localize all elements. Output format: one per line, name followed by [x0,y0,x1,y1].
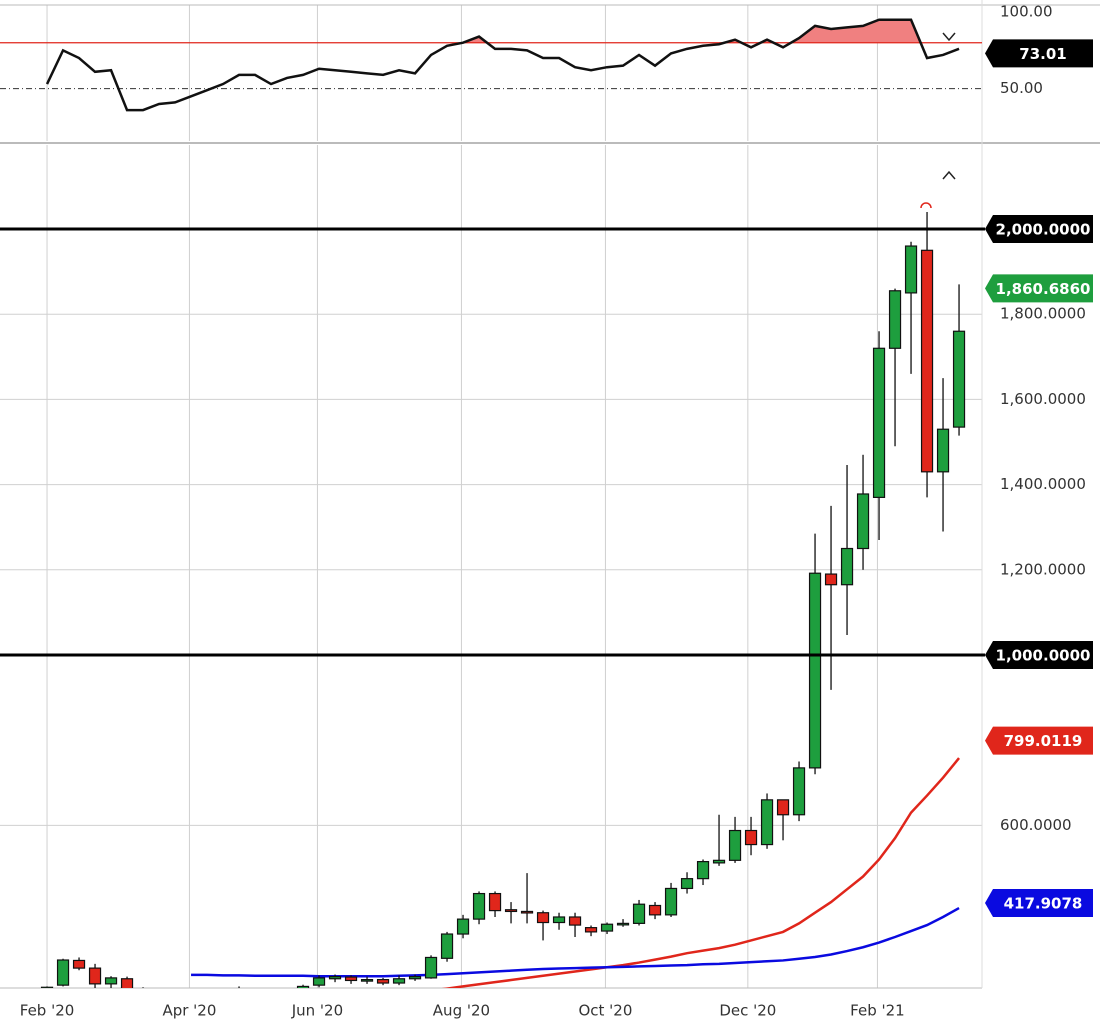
expand-icon[interactable] [942,170,956,180]
price-badge [985,726,1093,755]
price-badge [985,641,1093,670]
candle-body [282,991,293,994]
candle-body [920,249,934,473]
x-tick-label: Apr '20 [162,1002,216,1020]
candle-body [104,977,118,985]
candle-body [440,933,454,959]
candle-body [568,916,582,926]
candle-body [888,290,902,349]
candle-body [824,573,838,586]
candle-body [616,922,630,926]
x-tick-label: Aug '20 [433,1002,490,1020]
overbought-fill [463,19,921,43]
candle-body [472,892,486,920]
y-tick-label: 1,800.0000 [1000,305,1086,323]
candle-body [744,829,758,846]
candle-body [120,978,134,988]
x-tick-label: Jun '20 [291,1002,343,1020]
candle-body [296,985,310,988]
badge-label: 2,000.0000 [996,221,1091,239]
candle-body [760,799,774,846]
y-tick-label: 1,600.0000 [1000,390,1086,408]
badge-label: 1,000.0000 [996,647,1091,665]
candle-body [56,959,70,986]
candle-body [504,909,518,913]
candle-body [488,892,502,912]
candle-body [648,904,662,916]
candle-body [360,979,374,982]
badge-label: 1,860.6860 [996,280,1091,298]
candle-body [904,245,918,294]
collapse-icon[interactable] [942,32,956,42]
candle-body [952,330,966,428]
candle-body [88,967,102,985]
candle-body [552,916,566,924]
candle-body [186,1021,197,1023]
candle-body [792,767,806,816]
price-plot [40,211,966,1027]
candle-body [872,347,886,498]
candle-body [520,910,534,914]
candle-body [840,547,854,586]
high-marker [920,202,932,209]
candle-body [728,829,742,861]
y-tick-label: 50.00 [1000,79,1043,97]
candle-body [138,989,149,1008]
x-tick-label: Feb '20 [20,1002,75,1020]
candle-body [936,428,950,473]
candle-body [680,878,694,890]
candle-body [536,912,550,924]
candle-body [392,978,406,984]
candle-body [218,1002,229,1008]
candle-body [584,927,598,933]
price-badge [985,39,1093,68]
candle-body [424,956,438,979]
candle-body [266,991,277,993]
candle-body [376,979,390,984]
candle-body [776,799,790,816]
rsi-line [45,18,960,112]
price-badge [985,215,1093,244]
candle-body [328,976,342,980]
x-tick-label: Dec '20 [719,1002,776,1020]
candle-body [456,918,470,935]
y-tick-label: 1,400.0000 [1000,475,1086,493]
candle-body [72,959,86,969]
badge-label: 799.0119 [1004,732,1083,750]
candle-body [712,859,726,864]
badge-label: 73.01 [1019,45,1066,63]
candle-body [170,1023,181,1027]
x-tick-label: Feb '21 [850,1002,905,1020]
candle-body [250,991,261,993]
y-tick-label: 100.00 [1000,3,1053,21]
candle-body [312,977,326,986]
badge-label: 417.9078 [1004,894,1083,912]
candle-body [600,923,614,932]
rsi-plot [0,18,982,112]
candle-body [856,493,870,550]
candle-body [696,861,710,880]
moving-average [441,757,961,988]
candle-body [40,986,54,988]
y-tick-label: 1,200.0000 [1000,560,1086,578]
price-badge [985,888,1093,917]
x-tick-label: Oct '20 [578,1002,632,1020]
grid [0,5,982,988]
y-tick-label: 600.0000 [1000,816,1072,834]
candle-body [808,572,822,769]
candle-body [408,976,422,980]
candle-body [234,991,245,994]
candle-body [664,887,678,916]
candle-body [344,976,358,982]
price-badge [985,274,1093,303]
candle-body [632,903,646,924]
